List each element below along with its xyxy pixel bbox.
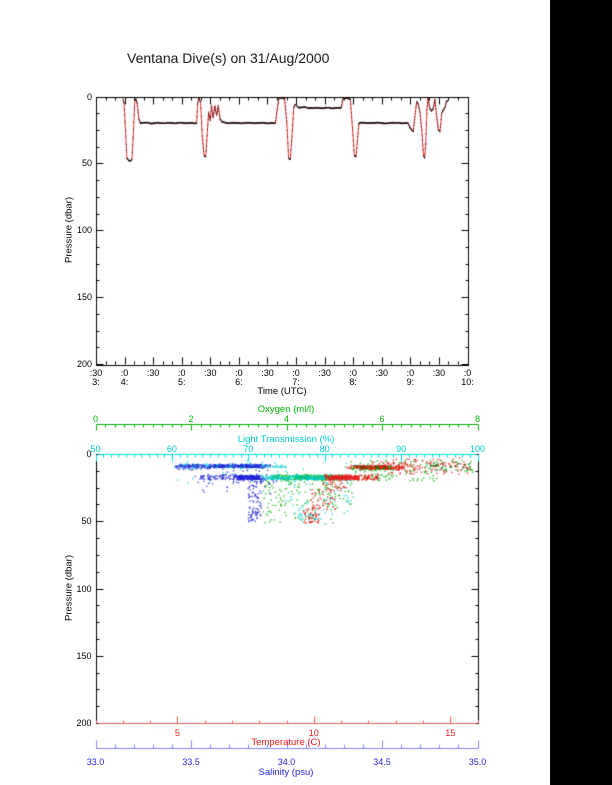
time-minutes-tick-label: :30 <box>375 367 389 378</box>
oxygen-axis-title: Oxygen (ml/l) <box>257 404 315 415</box>
time-hours-tick-label: 5: <box>177 376 186 387</box>
time-hours-tick-label: 3: <box>92 376 100 387</box>
salinity-tick-label: 35.0 <box>468 757 487 767</box>
salinity-axis-title: Salinity (psu) <box>258 767 314 778</box>
top-plot-pressure-tick-label: 0 <box>86 91 92 102</box>
bottom-plot-pressure-tick-label: 100 <box>76 583 92 594</box>
time-minutes-tick-label: :30 <box>204 367 217 378</box>
light-transmission-tick-label: 90 <box>396 443 407 454</box>
oxygen-tick-label: 0 <box>92 413 99 424</box>
time-minutes-tick-label: :0 <box>406 367 415 378</box>
bottom-plot-pressure-tick-label: 50 <box>81 516 92 527</box>
time-minutes-tick-label: :30 <box>318 367 331 378</box>
light-transmission-tick-label: 50 <box>90 443 101 454</box>
time-minutes-tick-label: :0 <box>292 367 300 378</box>
top-plot-pressure-tick-label: 150 <box>76 292 92 303</box>
time-hours-tick-label: 8: <box>349 376 357 387</box>
light-transmission-axis-title: Light Transmission (%) <box>237 434 335 445</box>
time-hours-tick-label: 4: <box>120 376 129 387</box>
time-minutes-tick-label: :30 <box>89 367 103 378</box>
time-hours-tick-label: 9: <box>406 376 415 387</box>
right-black-stripe <box>550 0 612 785</box>
top-plot-pressure-tick-label: 50 <box>81 158 92 169</box>
top-plot-pressure-tick-label: 200 <box>76 359 92 369</box>
oxygen-tick-label: 2 <box>188 413 194 424</box>
time-minutes-tick-label: :30 <box>261 367 274 378</box>
bottom-plot-pressure-tick-label: 150 <box>76 650 92 661</box>
time-minutes-tick-label: :0 <box>349 367 357 378</box>
time-minutes-tick-label: :0 <box>235 367 243 378</box>
temperature-axis-title: Temperature (C) <box>251 737 321 748</box>
temperature-tick-label: 10 <box>308 727 319 738</box>
bottom-plot-pressure-tick-label: 200 <box>76 718 92 728</box>
oxygen-tick-label: 6 <box>379 413 385 424</box>
time-minutes-tick-label: :30 <box>432 367 446 378</box>
time-axis-title: Time (UTC) <box>257 386 307 397</box>
time-minutes-tick-label: :0 <box>177 367 186 378</box>
time-minutes-tick-label: :0 <box>463 367 472 378</box>
light-transmission-tick-label: 70 <box>243 443 254 454</box>
salinity-tick-label: 34.0 <box>277 757 296 767</box>
figure-title: Ventana Dive(s) on 31/Aug/2000 <box>127 50 330 66</box>
time-hours-tick-label: 10: <box>461 376 474 387</box>
light-transmission-tick-label: 80 <box>319 443 330 454</box>
salinity-tick-label: 33.5 <box>182 757 200 767</box>
top-plot-y-axis-title: Pressure (dbar) <box>63 197 75 263</box>
light-transmission-tick-label: 100 <box>469 443 486 454</box>
top-plot-pressure-tick-label: 100 <box>76 225 92 236</box>
temperature-tick-label: 5 <box>174 727 180 738</box>
temperature-tick-label: 15 <box>445 727 456 738</box>
bottom-plot-pressure-tick-label: 0 <box>86 449 92 459</box>
salinity-tick-label: 33.0 <box>86 757 105 767</box>
bottom-plot-y-axis-title: Pressure (dbar) <box>63 555 75 621</box>
oxygen-tick-label: 4 <box>283 413 290 424</box>
light-transmission-tick-label: 60 <box>166 443 177 454</box>
time-minutes-tick-label: :30 <box>146 367 160 378</box>
time-minutes-tick-label: :0 <box>120 367 129 378</box>
oxygen-tick-label: 8 <box>474 413 481 424</box>
time-hours-tick-label: 7: <box>292 376 300 387</box>
time-hours-tick-label: 6: <box>235 376 243 387</box>
salinity-tick-label: 34.5 <box>373 757 391 767</box>
